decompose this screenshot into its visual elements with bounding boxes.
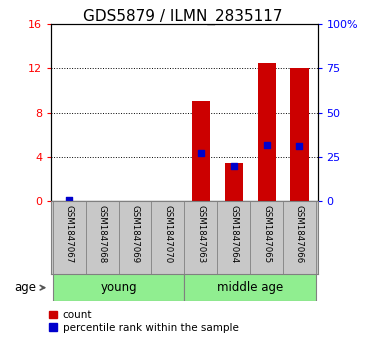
Bar — [184, 274, 316, 301]
Text: GDS5879 / ILMN_2835117: GDS5879 / ILMN_2835117 — [83, 9, 282, 25]
Text: GSM1847065: GSM1847065 — [262, 205, 271, 263]
Point — [231, 163, 237, 169]
Bar — [258, 62, 276, 201]
Text: GSM1847070: GSM1847070 — [164, 205, 172, 263]
Text: age: age — [15, 281, 36, 294]
Bar — [192, 101, 210, 201]
Point — [198, 151, 204, 156]
Legend: count, percentile rank within the sample: count, percentile rank within the sample — [49, 310, 238, 333]
Point — [296, 143, 302, 149]
Bar — [291, 68, 308, 201]
Text: GSM1847068: GSM1847068 — [97, 205, 107, 263]
Text: GSM1847067: GSM1847067 — [65, 205, 74, 263]
Text: GSM1847064: GSM1847064 — [229, 205, 238, 263]
Bar — [224, 163, 243, 201]
Text: middle age: middle age — [217, 281, 283, 294]
Bar — [53, 274, 184, 301]
Text: GSM1847066: GSM1847066 — [295, 205, 304, 263]
Text: GSM1847063: GSM1847063 — [196, 205, 205, 263]
Point — [264, 142, 269, 147]
Text: young: young — [100, 281, 137, 294]
Point — [66, 197, 72, 203]
Text: GSM1847069: GSM1847069 — [130, 205, 139, 263]
